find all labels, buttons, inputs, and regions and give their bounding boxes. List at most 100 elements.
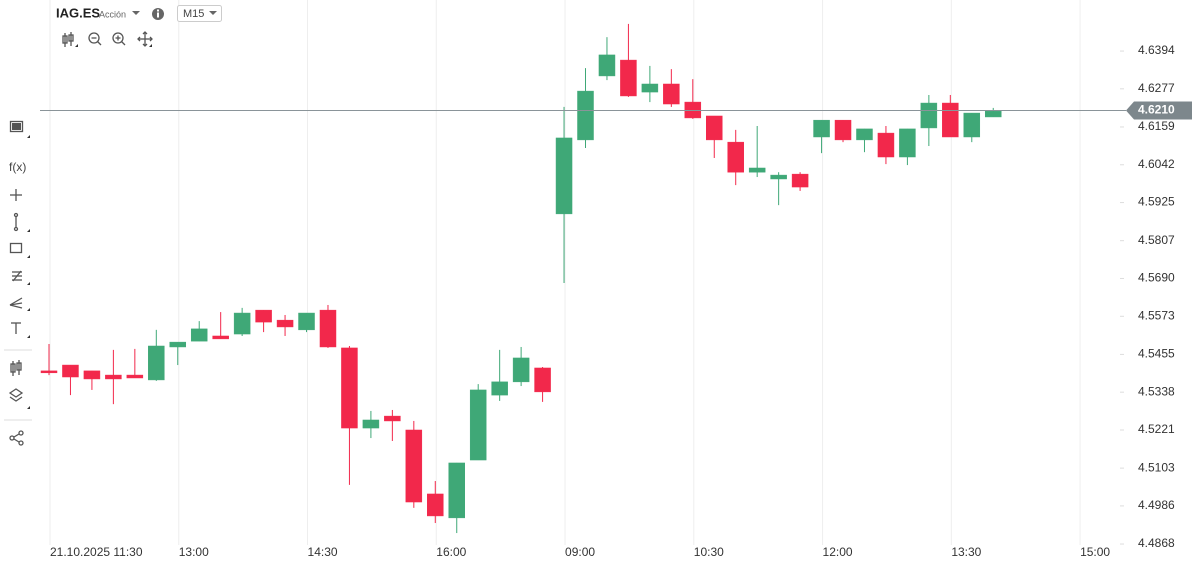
candle-body	[727, 141, 744, 173]
share-tool[interactable]	[9, 430, 24, 446]
candle-body	[663, 83, 680, 105]
candle-body	[942, 102, 959, 138]
candle-body	[319, 309, 337, 348]
indicators-tool[interactable]: f(x)	[9, 160, 26, 174]
tool-corner	[27, 135, 30, 138]
info-icon-i	[157, 12, 159, 18]
y-tick-label: 4.5455	[1138, 347, 1175, 361]
x-tick-label: 13:30	[951, 545, 981, 559]
x-tick-label: 12:00	[823, 545, 853, 559]
asset-type: Acción	[99, 9, 126, 19]
x-tick-label: 14:30	[308, 545, 338, 559]
candle-body	[233, 312, 251, 335]
y-tick-label: 4.5925	[1138, 195, 1175, 209]
y-tick-label: 4.5690	[1138, 271, 1175, 285]
candle-body	[813, 119, 830, 138]
candle-body	[298, 312, 315, 331]
tool-corner	[149, 44, 152, 47]
fibonacci-tool[interactable]	[12, 270, 22, 282]
candle-body	[598, 54, 616, 77]
x-tick-label: 16:00	[436, 545, 466, 559]
candle-body	[770, 174, 787, 180]
y-tick-label: 4.5573	[1138, 308, 1175, 322]
chart-type-tool[interactable]	[62, 32, 74, 47]
candle-body	[384, 415, 401, 422]
chart-window-fill	[12, 123, 21, 130]
candle-body	[148, 345, 165, 381]
tool-corner	[27, 255, 30, 258]
candle-body	[83, 370, 101, 380]
y-tick-label: 4.4986	[1138, 498, 1175, 512]
y-tick-label: 4.6277	[1138, 81, 1175, 95]
candle-body	[255, 309, 272, 323]
x-tick-label: 09:00	[565, 545, 595, 559]
pan-tool[interactable]	[137, 31, 153, 47]
candle-body	[512, 357, 530, 383]
y-tick-label: 4.6159	[1138, 119, 1175, 133]
candles-tool[interactable]	[10, 360, 22, 376]
current-price-tag	[1126, 101, 1192, 120]
layers-tool[interactable]	[8, 388, 24, 402]
y-tick-label: 4.4868	[1138, 536, 1175, 550]
candle-body	[448, 462, 465, 519]
left-toolbar: f(x)	[4, 120, 32, 446]
y-tick-label: 4.5807	[1138, 233, 1175, 247]
candle-body	[577, 90, 594, 141]
pitchfork-tool[interactable]	[9, 297, 23, 309]
candle-body	[405, 429, 423, 503]
current-price-label: 4.6210	[1138, 103, 1175, 117]
candle-body	[856, 128, 873, 141]
candle-body	[105, 374, 122, 380]
symbol[interactable]: IAG.ES	[56, 5, 100, 20]
tool-corner	[75, 44, 78, 47]
candle-body	[469, 389, 487, 461]
candle-body	[834, 119, 852, 141]
y-tick-label: 4.5338	[1138, 384, 1175, 398]
candle-body	[362, 419, 380, 429]
y-tick-label: 4.6394	[1138, 43, 1175, 57]
candle-body	[555, 137, 573, 215]
tool-corner	[27, 308, 30, 311]
x-tick-label: 13:00	[179, 545, 209, 559]
candle-body	[920, 102, 938, 129]
shape-tool[interactable]	[9, 242, 23, 254]
y-tick-label: 4.6042	[1138, 157, 1175, 171]
tool-corner	[27, 335, 30, 338]
chart-window-tool[interactable]	[9, 120, 24, 133]
zoom-in-tool[interactable]	[112, 32, 126, 46]
plot-area: 21.10.2025 11:30 13:00 14:30 16:00 09:00 10:3…	[40, 0, 1192, 559]
zoom-out-tool[interactable]	[88, 32, 102, 46]
timeframe: M15	[183, 8, 204, 20]
candle-body	[40, 370, 58, 374]
text-tool[interactable]	[11, 322, 21, 334]
tool-corner	[27, 229, 30, 232]
crosshair-tool[interactable]	[10, 189, 22, 201]
x-tick-label: 15:00	[1080, 545, 1110, 559]
candle-body	[791, 173, 809, 188]
candle-body	[491, 381, 508, 396]
x-tick-label: 21.10.2025 11:30	[50, 545, 143, 559]
candle-body	[534, 367, 551, 393]
candle-body	[62, 364, 79, 378]
x-tick-label: 10:30	[694, 545, 724, 559]
y-tick-label: 4.5221	[1138, 422, 1175, 436]
candle-body	[877, 132, 895, 158]
candle-body	[190, 328, 208, 342]
candle-body	[620, 59, 637, 97]
timeframe-select[interactable]	[177, 5, 222, 22]
candle-body	[748, 167, 766, 173]
timeframe-dropdown	[209, 11, 217, 15]
candle-body	[984, 110, 1002, 118]
candle-body	[963, 112, 981, 138]
candle-body	[126, 374, 144, 379]
candle-body	[899, 128, 916, 158]
candle-body	[427, 493, 444, 517]
candle-body	[706, 115, 723, 141]
candle-body	[212, 335, 229, 340]
candle-body	[276, 319, 294, 328]
symbol-dropdown[interactable]	[132, 11, 140, 15]
tool-corner	[27, 282, 30, 285]
line-tool[interactable]	[13, 212, 19, 232]
candle-body	[341, 347, 358, 429]
